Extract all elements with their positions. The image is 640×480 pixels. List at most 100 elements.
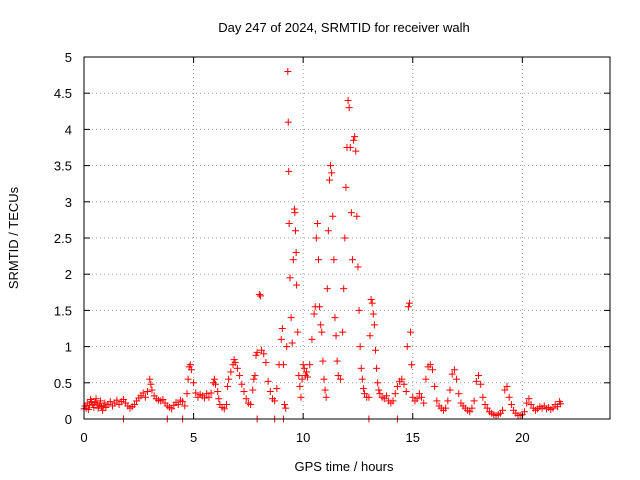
data-point [174,401,182,409]
data-point [289,256,297,264]
data-point [527,401,535,409]
data-point [413,395,421,403]
data-point [365,393,373,401]
data-point [553,403,561,411]
data-point [316,303,324,311]
data-point [242,395,250,403]
data-point [205,393,213,401]
data-point [404,303,412,311]
data-point [366,332,374,340]
data-point [99,406,107,414]
data-point [294,328,302,336]
data-point [96,397,104,405]
data-point [291,209,299,217]
data-point [262,359,270,367]
data-point [450,366,458,374]
data-point [183,390,191,398]
y-tick-label: 1.5 [54,303,72,318]
data-point [472,377,480,385]
data-point [332,332,340,340]
data-point [106,398,114,406]
data-point [557,400,565,408]
data-point [415,390,423,398]
data-point [525,395,533,403]
data-point [300,364,308,372]
data-point [101,399,109,407]
data-point [339,328,347,336]
data-point [373,364,381,372]
data-point [286,274,294,282]
data-point [369,310,377,318]
data-point [315,256,323,264]
data-point [431,382,439,390]
data-point [90,403,98,411]
data-point [328,169,336,177]
data-point [409,393,417,401]
data-point [310,310,318,318]
data-point [284,67,292,75]
data-point [184,375,192,383]
data-point [159,395,167,403]
data-point [302,368,310,376]
data-point [359,385,367,393]
data-point [281,401,289,409]
data-point [505,393,513,401]
data-point [285,167,293,175]
data-point [403,343,411,351]
data-point [146,375,154,383]
chart-title: Day 247 of 2024, SRMTID for receiver wal… [218,20,469,35]
data-point [353,212,361,220]
data-point [277,335,285,343]
data-point [227,368,235,376]
data-point [233,364,241,372]
x-tick-label: 10 [296,430,310,445]
data-point [368,299,376,307]
data-point [352,147,360,155]
data-point [273,385,281,393]
x-tick-label: 5 [190,430,197,445]
data-point [249,386,257,394]
data-point [308,335,316,343]
data-point [341,234,349,242]
data-point [420,399,428,407]
data-point [479,393,487,401]
data-point [470,397,478,405]
data-point [376,390,384,398]
data-point [361,390,369,398]
data-point [288,339,296,347]
data-point [344,96,352,104]
data-point [186,361,194,369]
data-point [293,281,301,289]
data-point [371,346,379,354]
data-point [405,299,413,307]
x-tick-label: 20 [515,430,529,445]
data-point [331,314,339,322]
data-point [408,361,416,369]
data-point [258,346,266,354]
data-point [225,375,233,383]
data-point [499,406,507,414]
data-point [187,366,195,374]
data-point [285,220,293,228]
data-point [179,398,187,406]
data-point [501,386,509,394]
data-point [255,290,263,298]
data-point [220,405,228,413]
data-point [355,306,363,314]
data-point [340,285,348,293]
data-point [240,387,248,395]
data-point [483,404,491,412]
data-point [351,133,359,141]
data-point [320,375,328,383]
data-point [358,375,366,383]
data-point [357,364,365,372]
data-point [402,387,410,395]
data-point [521,408,529,416]
data-point [442,404,450,412]
data-point [407,328,415,336]
data-point [271,397,279,405]
data-point [374,379,382,387]
data-point [278,325,286,332]
y-tick-label: 4.5 [54,86,72,101]
